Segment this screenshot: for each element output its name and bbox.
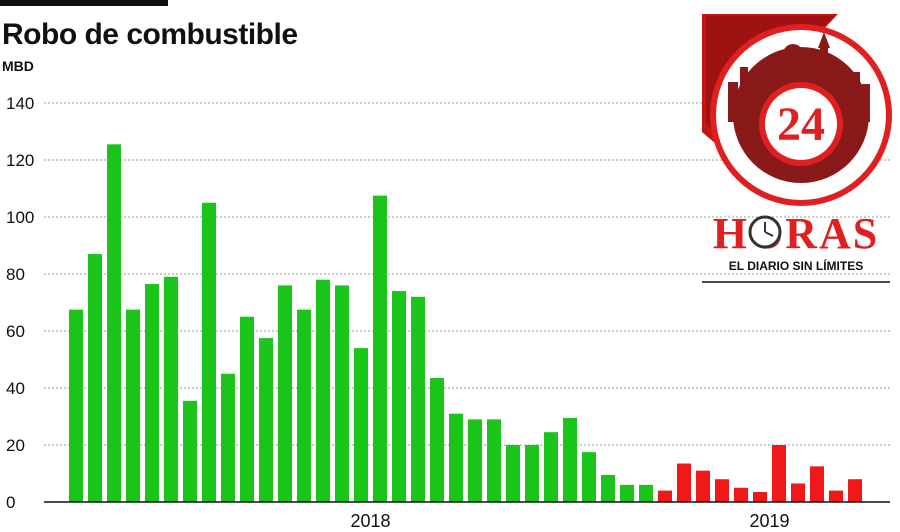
logo-number: 24 — [777, 98, 825, 151]
bar — [335, 285, 349, 502]
bar — [373, 195, 387, 502]
bar — [354, 348, 368, 502]
bar — [468, 419, 482, 502]
bar — [88, 254, 102, 502]
y-tick-label: 60 — [6, 322, 25, 341]
bar — [658, 490, 672, 502]
chart-title: Robo de combustible — [2, 18, 298, 51]
bar — [240, 316, 254, 502]
unit-label: MBD — [2, 58, 34, 74]
bar — [69, 309, 83, 502]
bar — [259, 338, 273, 502]
bar — [677, 463, 691, 502]
bar — [316, 279, 330, 502]
y-tick-label: 0 — [6, 493, 15, 512]
bar — [715, 479, 729, 502]
bar — [278, 285, 292, 502]
bar — [753, 492, 767, 502]
y-tick-label: 20 — [6, 436, 25, 455]
bar — [810, 466, 824, 502]
bar — [107, 144, 121, 502]
y-tick-label: 120 — [6, 151, 34, 170]
bar — [601, 474, 615, 502]
x-year-label: 2019 — [749, 511, 789, 531]
bar — [696, 470, 710, 502]
x-year-label: 2018 — [350, 511, 390, 531]
bar — [791, 483, 805, 502]
bar — [430, 378, 444, 502]
bar — [145, 283, 159, 502]
bar — [848, 479, 862, 502]
bar — [544, 432, 558, 502]
bar — [126, 309, 140, 502]
bar — [411, 296, 425, 502]
24-horas-logo: 24 HORAS EL DIARIO SIN LÍMITES — [702, 14, 892, 283]
bar — [772, 445, 786, 502]
top-rule — [0, 0, 168, 6]
y-tick-label: 100 — [6, 208, 34, 227]
bar — [563, 417, 577, 502]
bar — [392, 291, 406, 502]
bar — [525, 445, 539, 502]
bar — [449, 413, 463, 502]
bar — [221, 373, 235, 502]
bar — [297, 309, 311, 502]
y-tick-label: 140 — [6, 94, 34, 113]
bar — [164, 276, 178, 502]
bar — [582, 452, 596, 502]
bar — [183, 400, 197, 502]
bar — [620, 484, 634, 502]
bar — [487, 419, 501, 502]
logo-wordmark: HORAS — [713, 209, 879, 258]
y-tick-label: 40 — [6, 379, 25, 398]
bar — [734, 487, 748, 502]
bar — [639, 484, 653, 502]
skyline-silhouette — [728, 32, 870, 122]
bar — [829, 490, 843, 502]
logo-tagline: EL DIARIO SIN LÍMITES — [729, 258, 863, 273]
bar — [506, 445, 520, 502]
bar — [202, 202, 216, 502]
y-tick-label: 80 — [6, 265, 25, 284]
